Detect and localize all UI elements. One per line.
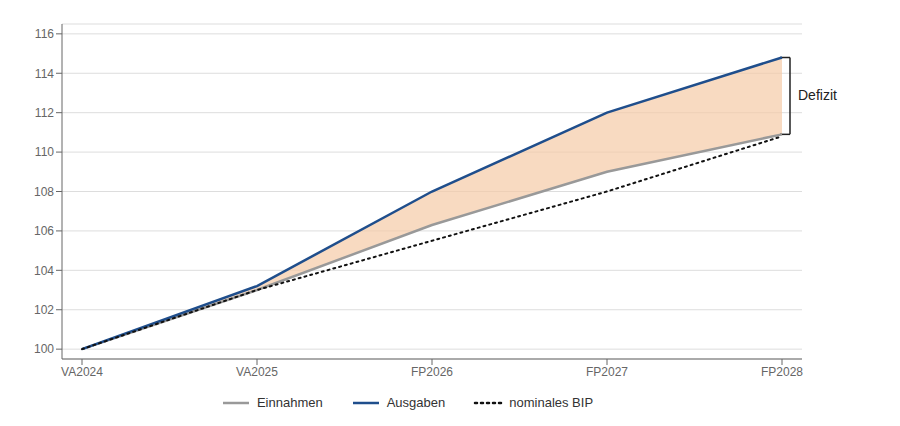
- svg-text:VA2025: VA2025: [236, 365, 278, 379]
- svg-text:FP2028: FP2028: [761, 365, 803, 379]
- svg-text:112: 112: [35, 106, 54, 120]
- svg-text:Defizit: Defizit: [798, 87, 837, 103]
- svg-text:110: 110: [35, 145, 54, 159]
- svg-text:FP2026: FP2026: [411, 365, 453, 379]
- html-text:Ausgaben: Ausgaben: [386, 395, 446, 410]
- svg-text:108: 108: [34, 185, 54, 199]
- html-text:nominales BIP: nominales BIP: [509, 395, 594, 410]
- svg-text:100: 100: [34, 342, 54, 356]
- svg-text:VA2024: VA2024: [61, 365, 103, 379]
- svg-text:114: 114: [35, 67, 54, 81]
- html-text:Einnahmen: Einnahmen: [256, 395, 323, 410]
- svg-text:102: 102: [34, 303, 54, 317]
- svg-text:104: 104: [34, 264, 54, 278]
- svg-text:116: 116: [35, 27, 54, 41]
- svg-text:106: 106: [34, 224, 54, 238]
- svg-text:FP2027: FP2027: [586, 365, 628, 379]
